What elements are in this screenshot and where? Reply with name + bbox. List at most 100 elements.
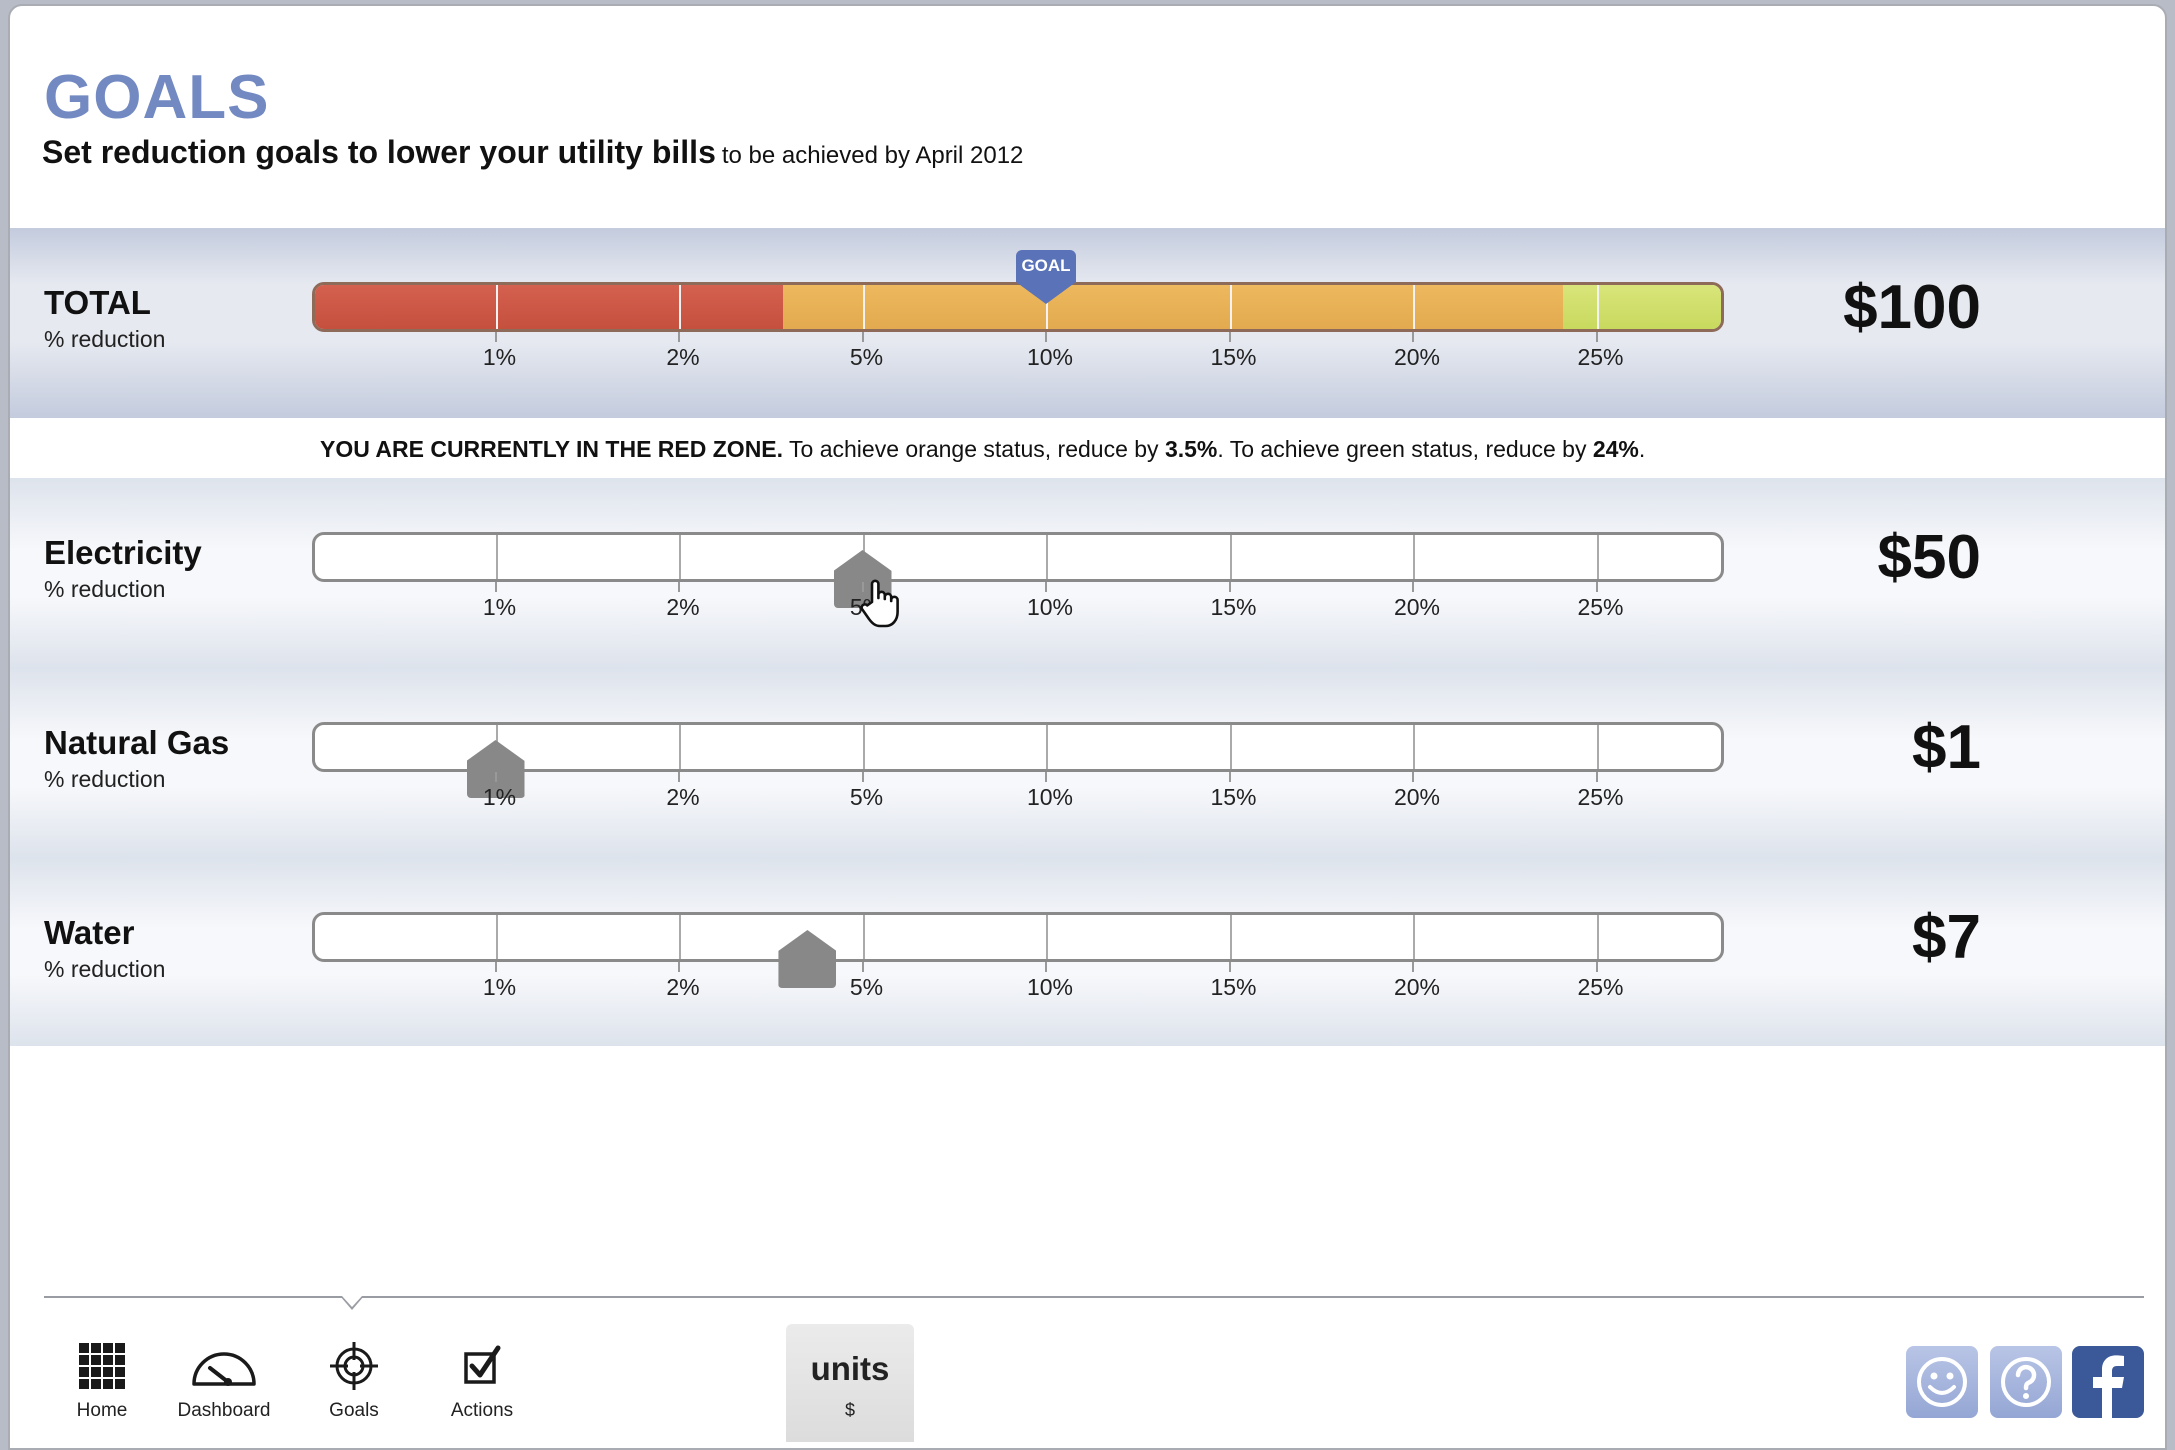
- zone-orange: [782, 285, 1563, 329]
- scale-tick: [862, 725, 865, 769]
- scale-tick: [862, 285, 865, 329]
- nav-divider: [44, 1296, 2144, 1298]
- nav-dashboard[interactable]: Dashboard: [164, 1342, 284, 1422]
- green-status-value: 24%: [1592, 436, 1639, 462]
- scale-tick-label: 25%: [1577, 594, 1624, 620]
- grid-icon: [79, 1343, 125, 1389]
- help-button[interactable]: [1990, 1346, 2062, 1418]
- scale-tick: [1413, 285, 1415, 329]
- scale-tick-extension: [861, 582, 864, 592]
- scale-tick: [1596, 535, 1599, 579]
- nav-home[interactable]: Home: [42, 1342, 162, 1422]
- scale-tick: [679, 285, 681, 329]
- scale-tick-extension: [494, 962, 497, 972]
- subtitle-note: to be achieved by April 2012: [721, 142, 1024, 169]
- smiley-icon: [1917, 1357, 1967, 1407]
- scale-tick: [1413, 725, 1415, 769]
- smiley-button[interactable]: [1906, 1346, 1978, 1418]
- scale-tick-label: 1%: [482, 344, 517, 370]
- facebook-button[interactable]: [2072, 1346, 2144, 1418]
- question-icon: [2001, 1357, 2051, 1407]
- page-title: GOALS: [44, 63, 270, 132]
- scale-tick-extension: [1228, 582, 1231, 592]
- units-label: units: [810, 1350, 890, 1387]
- scale-tick: [495, 535, 498, 579]
- scale-tick: [1046, 725, 1048, 769]
- scale-tick-extension: [494, 332, 497, 342]
- water-label: Water: [44, 914, 135, 951]
- scale-tick-extension: [861, 772, 864, 782]
- scale-tick-label: 1%: [482, 594, 517, 620]
- green-status-text: . To achieve green status, reduce by: [1217, 436, 1587, 462]
- scale-tick-label: 15%: [1210, 594, 1257, 620]
- scale-tick: [1596, 285, 1599, 329]
- water-slider-track[interactable]: [312, 912, 1724, 962]
- goals-app: GOALS Set reduction goals to lower your …: [8, 4, 2167, 1450]
- scale-tick: [862, 915, 865, 959]
- scale-tick-label: 5%: [849, 784, 884, 810]
- status-end: .: [1638, 436, 1646, 462]
- scale-tick: [1046, 285, 1048, 329]
- orange-status-text: To achieve orange status, reduce by: [789, 436, 1159, 462]
- units-toggle[interactable]: units $: [786, 1324, 914, 1442]
- goal-pointer: [1016, 282, 1076, 304]
- scale-tick-label: 20%: [1393, 594, 1441, 620]
- scale-tick-label: 2%: [666, 594, 700, 620]
- scale-tick-extension: [1412, 582, 1414, 592]
- scale-tick: [1413, 915, 1415, 959]
- scale-tick-extension: [1045, 772, 1047, 782]
- scale-tick-label: 15%: [1210, 344, 1257, 370]
- scale-tick-label: 5%: [849, 344, 884, 370]
- units-value: $: [844, 1400, 855, 1420]
- nav-actions[interactable]: Actions: [422, 1342, 542, 1422]
- scale-tick-extension: [1595, 332, 1598, 342]
- status-message: YOU ARE CURRENTLY IN THE RED ZONE. To ac…: [320, 436, 1645, 463]
- goal-marker[interactable]: GOAL: [1016, 250, 1076, 306]
- scale-tick-label: 15%: [1210, 974, 1257, 1000]
- zone-status: YOU ARE CURRENTLY IN THE RED ZONE.: [320, 436, 784, 462]
- water-amount: $7: [1912, 903, 1981, 972]
- natural-gas-label: Natural Gas: [44, 724, 230, 761]
- scale-tick-extension: [1595, 582, 1598, 592]
- scale-tick: [679, 725, 681, 769]
- scale-tick-extension: [1045, 962, 1047, 972]
- orange-status-value: 3.5%: [1164, 436, 1218, 462]
- nav-goals[interactable]: Goals: [294, 1342, 414, 1422]
- scale-tick-label: 10%: [1026, 974, 1074, 1000]
- electricity-amount: $50: [1877, 523, 1981, 592]
- natural-gas-sublabel: % reduction: [44, 766, 166, 792]
- scale-tick-label: 15%: [1210, 784, 1257, 810]
- scale-tick-extension: [1228, 772, 1231, 782]
- scale-tick-label: 10%: [1026, 344, 1074, 370]
- scale-tick-extension: [1228, 962, 1231, 972]
- scale-tick-label: 5%: [849, 974, 884, 1000]
- scale-tick: [495, 285, 498, 329]
- electricity-slider-track[interactable]: [312, 532, 1724, 582]
- scale-tick-label: 20%: [1393, 974, 1441, 1000]
- scale-tick: [495, 915, 498, 959]
- scale-tick-extension: [1045, 332, 1047, 342]
- natural-gas-row: Natural Gas % reduction 1% 2% 5% 10% 15% 20% 2…: [10, 668, 2165, 858]
- nav-goals-label: Goals: [329, 1400, 379, 1421]
- scale-tick: [1596, 915, 1599, 959]
- scale-tick-extension: [1045, 582, 1047, 592]
- scale-tick-extension: [1412, 962, 1414, 972]
- scale-tick-label: 20%: [1393, 784, 1441, 810]
- zone-green: [1562, 285, 1721, 329]
- scale-tick: [1046, 915, 1048, 959]
- scale-tick-label: 10%: [1026, 784, 1074, 810]
- total-row: TOTAL % reduction GOAL 1% 2% 5% 10% 15% 20% 25…: [10, 228, 2165, 418]
- scale-tick: [1229, 285, 1232, 329]
- scale-tick: [1229, 915, 1232, 959]
- scale-tick-extension: [861, 332, 864, 342]
- scale-tick-extension: [678, 772, 680, 782]
- scale-tick-extension: [494, 582, 497, 592]
- nav-active-pointer-fill: [342, 1296, 362, 1307]
- natural-gas-slider-track[interactable]: [312, 722, 1724, 772]
- page-subtitle: Set reduction goals to lower your utilit…: [42, 134, 1023, 171]
- natural-gas-amount: $1: [1912, 713, 1981, 782]
- scale-tick: [679, 915, 681, 959]
- scale-tick-label: 1%: [482, 784, 517, 810]
- scale-tick-extension: [494, 772, 497, 782]
- scale-tick-label: 2%: [666, 344, 700, 370]
